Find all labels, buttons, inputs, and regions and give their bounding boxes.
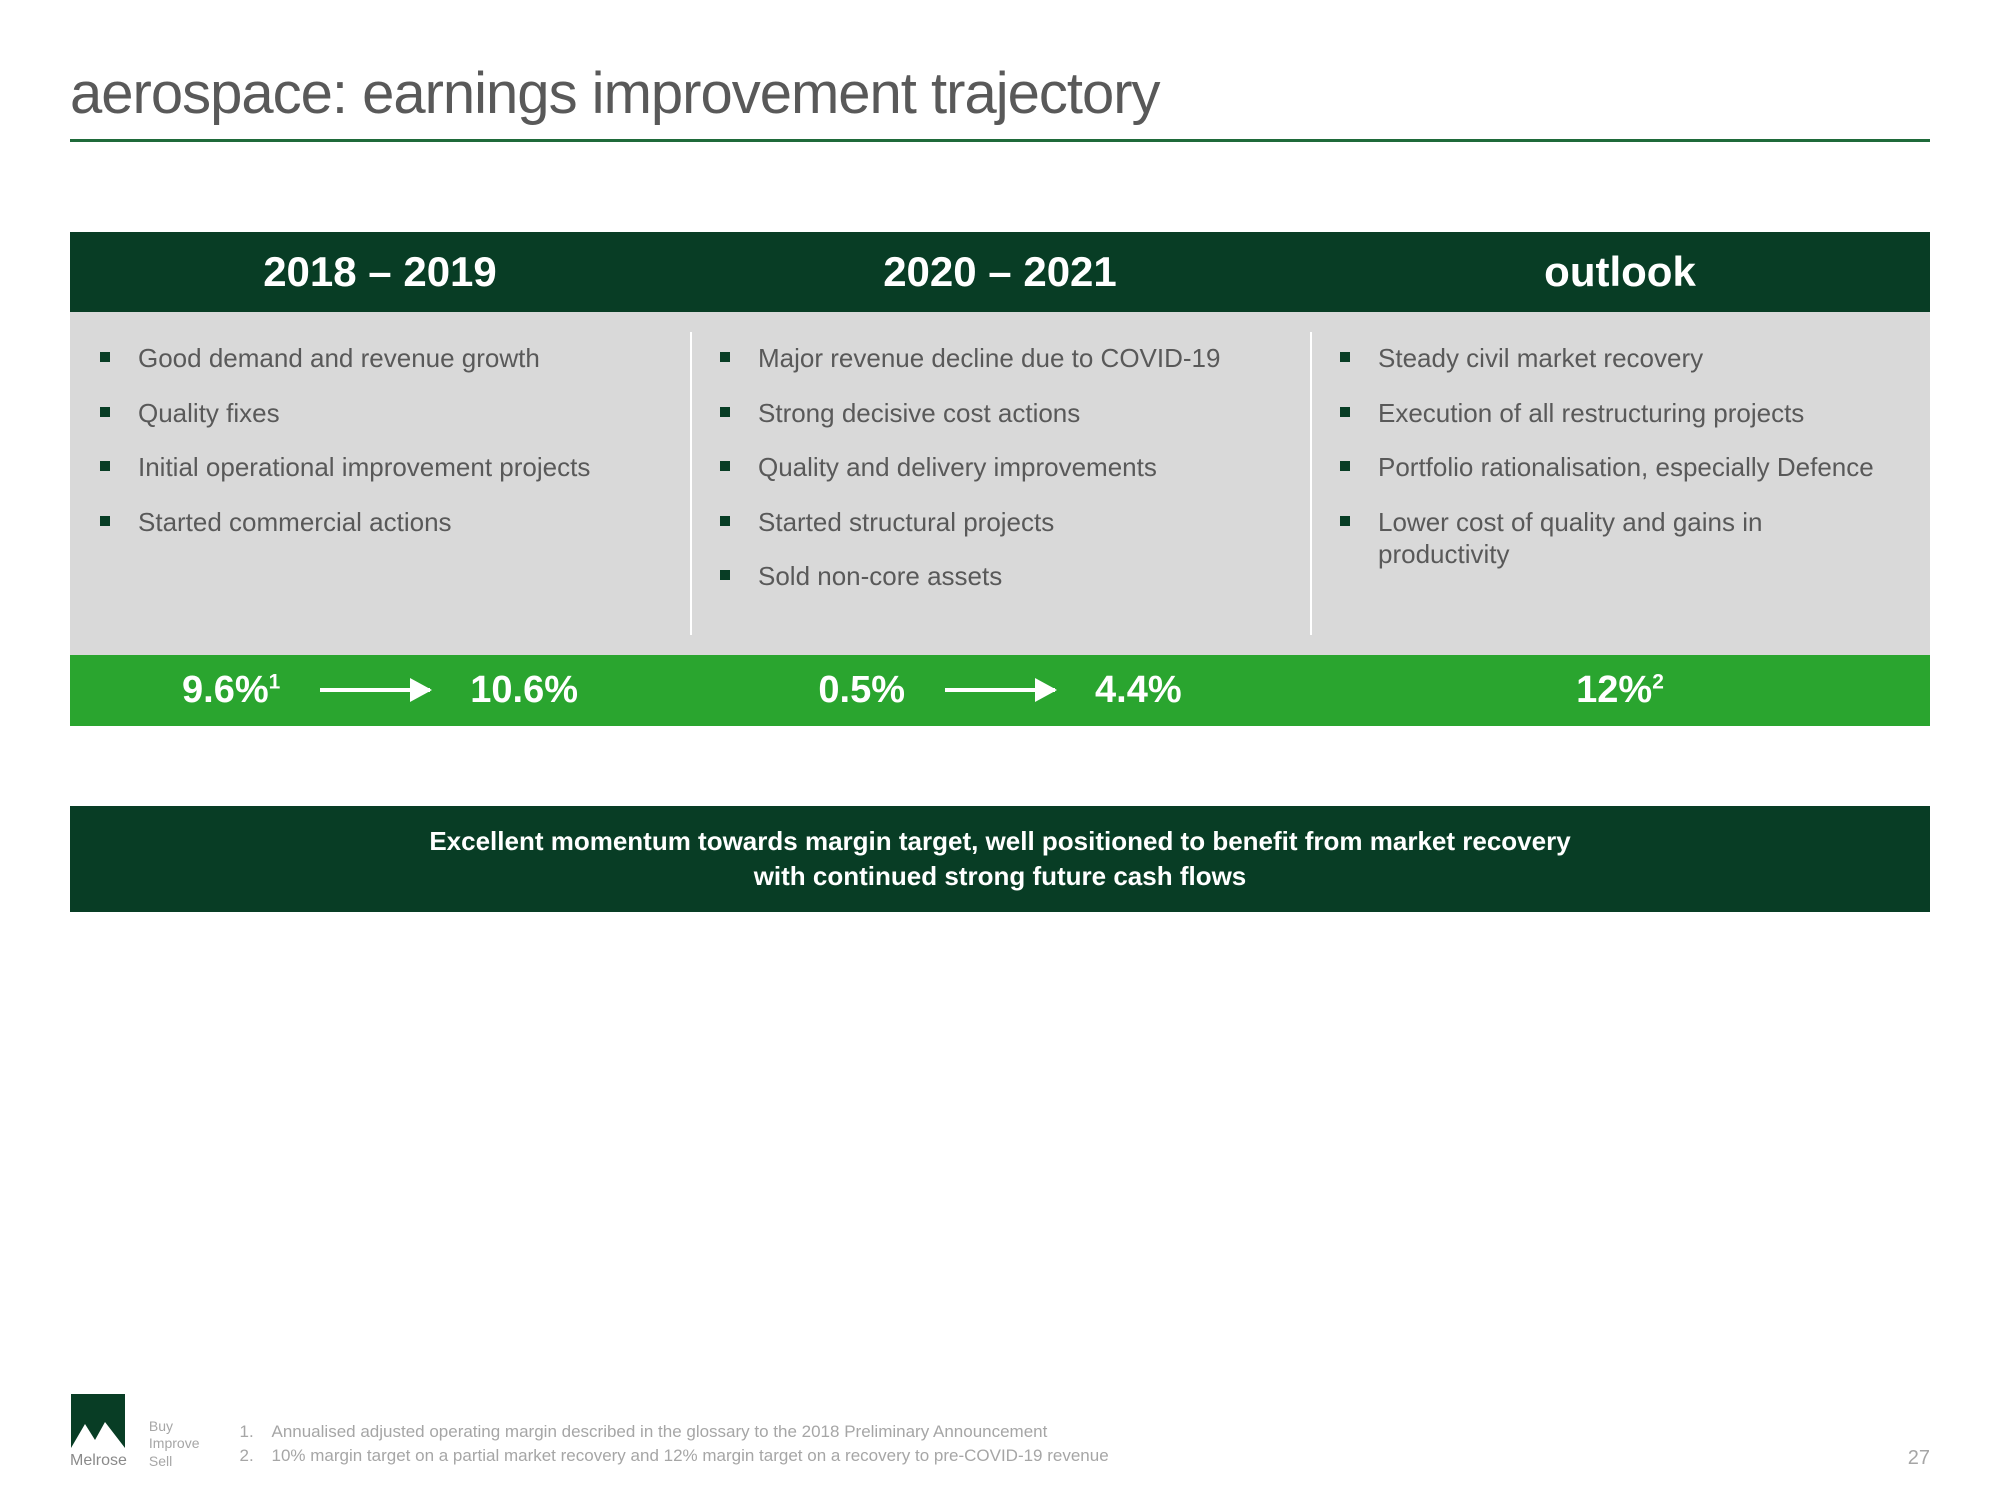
brand-logo: Melrose <box>70 1394 127 1470</box>
bullet-item: Sold non-core assets <box>720 560 1280 593</box>
bullet-item: Portfolio rationalisation, especially De… <box>1340 451 1900 484</box>
metric-to: 4.4% <box>1095 669 1182 712</box>
table-metric-row: 9.6%1 10.6% 0.5% 4.4% 12%2 <box>70 655 1930 726</box>
bullet-item: Execution of all restructuring projects <box>1340 397 1900 430</box>
bullet-item: Strong decisive cost actions <box>720 397 1280 430</box>
brand-name: Melrose <box>70 1452 127 1470</box>
slide-footer: Melrose Buy Improve Sell 1. Annualised a… <box>70 1394 1930 1470</box>
title-underline <box>70 139 1930 142</box>
metric-to: 10.6% <box>470 669 578 712</box>
brand-tagline: Buy Improve Sell <box>149 1418 200 1471</box>
trajectory-table: 2018 – 2019 2020 – 2021 outlook Good dem… <box>70 232 1930 726</box>
slide-title: aerospace: earnings improvement trajecto… <box>70 60 1930 127</box>
footnotes: 1. Annualised adjusted operating margin … <box>239 1422 1108 1470</box>
col-header-outlook: outlook <box>1310 232 1930 312</box>
bullet-item: Started structural projects <box>720 506 1280 539</box>
metric-single: 12%2 <box>1576 669 1664 712</box>
metric-from: 9.6%1 <box>182 669 280 712</box>
bullet-item: Quality fixes <box>100 397 660 430</box>
summary-bar: Excellent momentum towards margin target… <box>70 806 1930 912</box>
bullet-item: Initial operational improvement projects <box>100 451 660 484</box>
bullet-item: Major revenue decline due to COVID-19 <box>720 342 1280 375</box>
footnote-2: 2. 10% margin target on a partial market… <box>239 1446 1108 1466</box>
table-header-row: 2018 – 2019 2020 – 2021 outlook <box>70 232 1930 312</box>
metric-2018-2019: 9.6%1 10.6% <box>70 655 690 726</box>
bullet-item: Started commercial actions <box>100 506 660 539</box>
bullet-item: Good demand and revenue growth <box>100 342 660 375</box>
arrow-icon <box>320 688 430 692</box>
col-body-2020-2021: Major revenue decline due to COVID-19 St… <box>690 312 1310 655</box>
col-header-2018-2019: 2018 – 2019 <box>70 232 690 312</box>
summary-line-1: Excellent momentum towards margin target… <box>110 824 1890 859</box>
col-header-2020-2021: 2020 – 2021 <box>690 232 1310 312</box>
mountain-icon <box>71 1394 125 1448</box>
arrow-icon <box>945 688 1055 692</box>
col-body-outlook: Steady civil market recovery Execution o… <box>1310 312 1930 655</box>
page-number: 27 <box>1908 1447 1930 1470</box>
col-body-2018-2019: Good demand and revenue growth Quality f… <box>70 312 690 655</box>
metric-outlook: 12%2 <box>1310 655 1930 726</box>
bullet-item: Lower cost of quality and gains in produ… <box>1340 506 1900 571</box>
summary-line-2: with continued strong future cash flows <box>110 859 1890 894</box>
metric-2020-2021: 0.5% 4.4% <box>690 655 1310 726</box>
footnote-1: 1. Annualised adjusted operating margin … <box>239 1422 1108 1442</box>
metric-from: 0.5% <box>818 669 905 712</box>
table-body-row: Good demand and revenue growth Quality f… <box>70 312 1930 655</box>
bullet-item: Steady civil market recovery <box>1340 342 1900 375</box>
bullet-item: Quality and delivery improvements <box>720 451 1280 484</box>
